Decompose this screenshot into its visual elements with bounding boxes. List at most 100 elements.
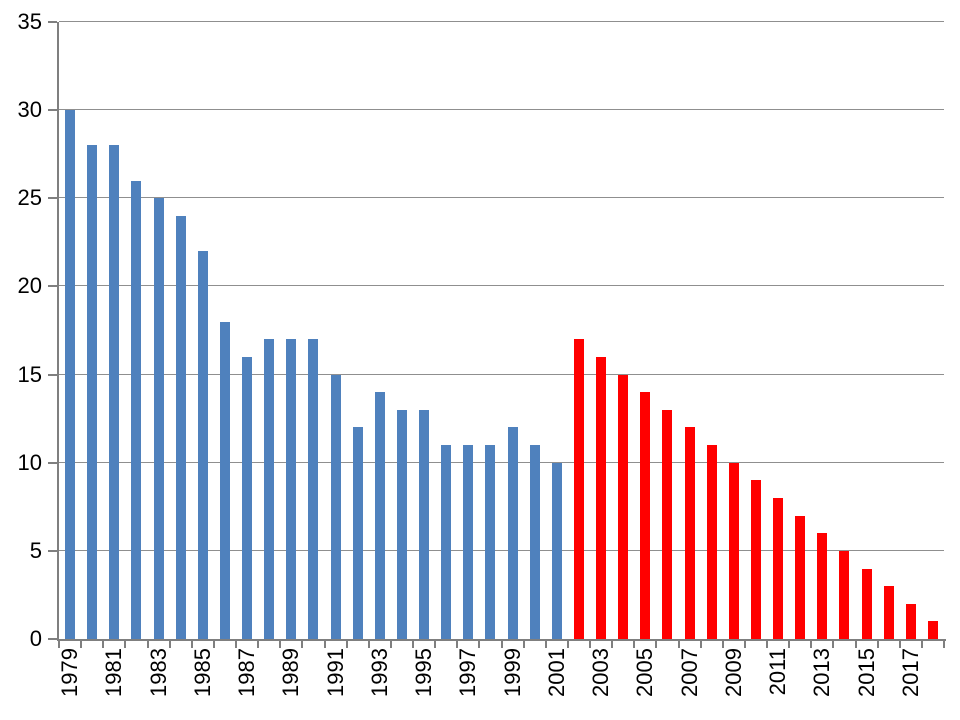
bar-2003 (596, 356, 607, 639)
x-axis-tick-7 (212, 641, 215, 648)
x-axis-label-2013: 2013 (809, 648, 835, 697)
gridline-y-25 (59, 197, 944, 199)
bar-2007 (684, 427, 695, 639)
bar-2004 (618, 374, 629, 639)
x-axis-tick-18 (456, 641, 459, 648)
bar-2015 (861, 568, 872, 639)
x-axis-tick-8 (235, 641, 237, 648)
x-axis-tick-40 (943, 641, 945, 648)
x-axis-label-1999: 1999 (499, 648, 525, 697)
bar-1981 (109, 145, 120, 639)
x-axis-label-2001: 2001 (543, 648, 569, 697)
x-axis-label-1997: 1997 (455, 648, 481, 697)
x-axis-tick-4 (146, 641, 149, 648)
bar-1986 (219, 321, 230, 639)
x-axis-tick-38 (898, 641, 901, 648)
y-axis-tick-25 (48, 197, 57, 200)
gridline-y-10 (59, 461, 944, 463)
x-axis-tick-30 (721, 641, 724, 648)
x-axis-label-2005: 2005 (632, 648, 658, 697)
bar-2002 (573, 339, 584, 639)
x-axis-tick-35 (832, 641, 835, 648)
bar-2008 (706, 445, 717, 639)
bar-1989 (286, 339, 297, 639)
x-axis-tick-17 (434, 641, 437, 648)
x-axis-tick-29 (699, 641, 702, 648)
bar-1997 (463, 445, 474, 639)
y-axis-tick-20 (48, 285, 57, 288)
bar-1992 (352, 427, 363, 639)
x-axis-line (57, 639, 946, 641)
x-axis-label-2011: 2011 (765, 648, 791, 696)
x-axis-label-1991: 1991 (322, 648, 348, 697)
y-axis-label-5: 5 (29, 537, 42, 563)
y-axis-label-20: 20 (17, 273, 42, 299)
x-axis-tick-31 (743, 641, 746, 648)
y-axis-tick-0 (48, 638, 57, 640)
x-axis-label-2017: 2017 (897, 648, 923, 697)
x-axis-tick-5 (168, 641, 171, 648)
x-axis-tick-11 (301, 641, 304, 648)
bar-1983 (153, 198, 164, 639)
x-axis-tick-34 (810, 641, 813, 648)
y-axis-line (57, 22, 59, 641)
bar-1990 (308, 339, 319, 639)
gridline-y-30 (59, 109, 944, 111)
bar-2013 (817, 533, 828, 639)
bar-2014 (839, 550, 850, 639)
x-axis-tick-16 (412, 641, 414, 648)
y-axis-tick-10 (48, 461, 57, 464)
x-axis-tick-20 (500, 641, 503, 648)
x-axis-tick-22 (544, 641, 547, 648)
bar-2005 (640, 392, 651, 639)
x-axis-tick-13 (345, 641, 348, 648)
x-axis-tick-12 (323, 641, 326, 648)
x-axis-tick-15 (389, 641, 392, 648)
bar-2011 (773, 497, 784, 639)
x-axis-label-1979: 1979 (57, 648, 83, 697)
x-axis-label-1983: 1983 (145, 648, 171, 697)
bar-2010 (750, 480, 761, 639)
y-axis-tick-5 (48, 549, 57, 552)
x-axis-tick-32 (766, 641, 768, 648)
x-axis-label-2007: 2007 (676, 648, 702, 697)
bar-1988 (264, 339, 275, 639)
x-axis-tick-28 (677, 641, 680, 648)
x-axis-label-1981: 1981 (101, 648, 127, 697)
bar-2000 (529, 445, 540, 639)
x-axis-label-2009: 2009 (720, 648, 746, 697)
x-axis-tick-39 (920, 641, 923, 648)
y-axis-tick-35 (48, 21, 57, 23)
x-axis-label-2003: 2003 (588, 648, 614, 697)
x-axis-label-2015: 2015 (853, 648, 879, 697)
bar-1995 (419, 409, 430, 639)
gridline-y-15 (59, 373, 944, 375)
y-axis-tick-30 (48, 109, 57, 112)
x-axis-tick-1 (80, 641, 83, 648)
bar-2006 (662, 409, 673, 639)
plot-area (59, 21, 944, 639)
x-axis-tick-36 (854, 641, 857, 648)
bar-1987 (242, 356, 253, 639)
x-axis-label-1989: 1989 (278, 648, 304, 697)
bar-1996 (441, 445, 452, 639)
x-axis-label-1993: 1993 (366, 648, 392, 697)
gridline-y-35 (59, 21, 944, 22)
x-axis-tick-37 (876, 641, 879, 648)
x-axis-tick-0 (58, 641, 60, 648)
x-axis-label-1987: 1987 (234, 648, 260, 697)
x-axis-tick-23 (566, 641, 569, 648)
bar-1999 (507, 427, 518, 639)
bar-1984 (175, 215, 186, 639)
x-axis-tick-27 (655, 641, 658, 648)
y-axis-label-25: 25 (17, 185, 42, 211)
bar-1980 (87, 145, 98, 639)
bar-2012 (795, 515, 806, 639)
x-axis-label-1985: 1985 (189, 648, 215, 697)
y-axis-label-10: 10 (17, 449, 42, 475)
y-axis-label-35: 35 (17, 9, 42, 34)
bar-1985 (197, 251, 208, 639)
x-axis-tick-6 (190, 641, 193, 648)
x-axis-tick-10 (279, 641, 282, 648)
x-axis-tick-21 (522, 641, 525, 648)
